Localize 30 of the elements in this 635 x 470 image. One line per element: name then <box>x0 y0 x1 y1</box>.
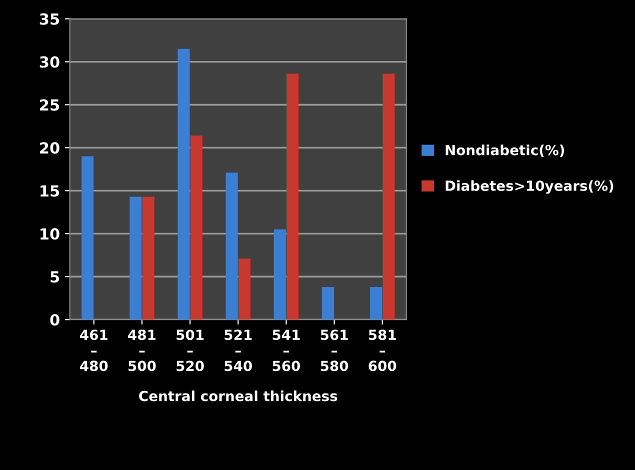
x-tick-label: 461 – 480 <box>80 330 108 372</box>
legend-label: Nondiabetic(%) <box>446 144 564 157</box>
y-tick-label: 10 <box>40 228 60 240</box>
y-tick-label: 20 <box>40 142 60 154</box>
x-tick-label: 581 – 600 <box>368 330 396 372</box>
x-tick-label: 521 – 540 <box>224 330 252 372</box>
x-tick-label: 541 – 560 <box>272 330 300 372</box>
y-tick-label: 30 <box>40 56 60 68</box>
bar <box>286 74 299 320</box>
bar <box>274 229 286 320</box>
bar <box>370 286 382 320</box>
bar <box>130 196 142 320</box>
y-tick-label: 35 <box>40 13 60 25</box>
y-tick-label: 25 <box>40 99 60 111</box>
x-tick-label: 501 – 520 <box>176 330 204 372</box>
x-tick-label: 481 – 500 <box>128 330 156 372</box>
bar <box>322 286 334 320</box>
x-axis-title: Central corneal thickness <box>139 390 338 402</box>
bar <box>226 172 238 320</box>
bar <box>382 74 395 320</box>
bar <box>142 196 154 320</box>
bar <box>178 48 190 320</box>
bar <box>82 156 94 320</box>
y-tick-label: 0 <box>50 314 60 326</box>
y-tick-label: 5 <box>50 271 60 283</box>
bar <box>190 136 202 320</box>
legend-label: Diabetes>10years(%) <box>446 180 614 194</box>
bar <box>238 258 250 320</box>
y-tick-label: 15 <box>40 185 60 197</box>
x-tick-label: 561 – 580 <box>320 330 348 372</box>
